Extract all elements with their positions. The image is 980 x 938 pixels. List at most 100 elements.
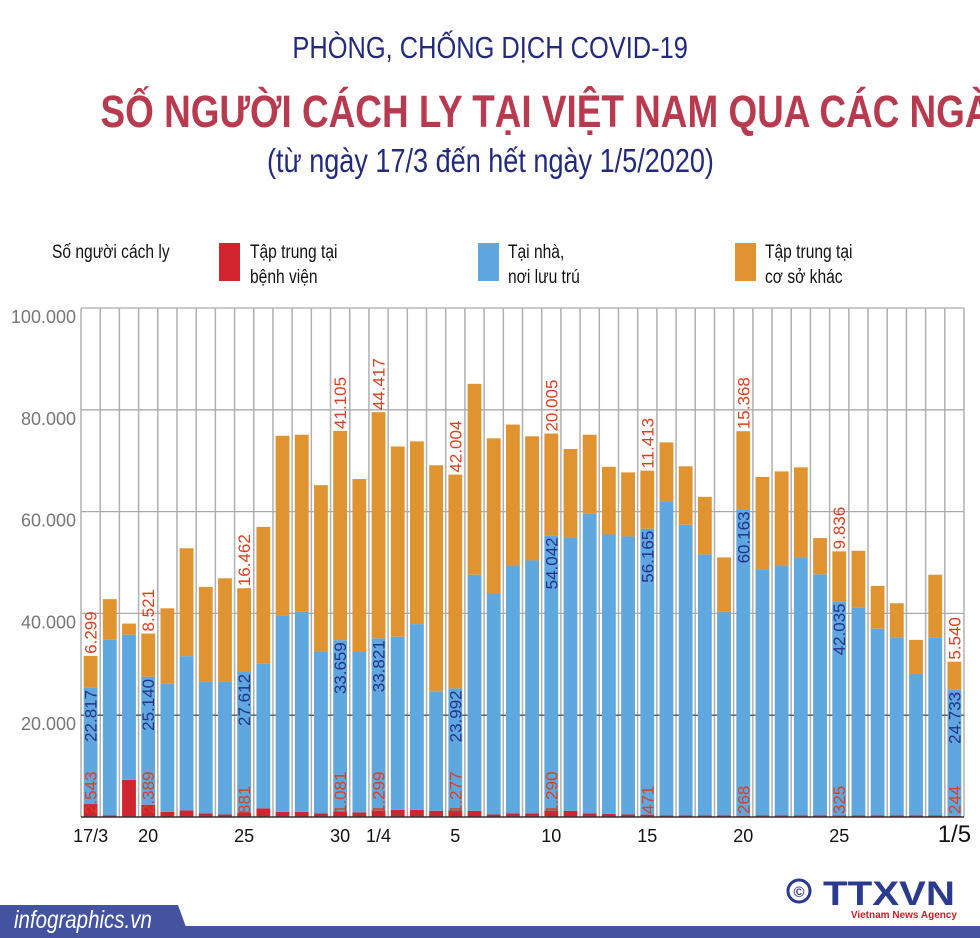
bar-other-segment <box>198 586 213 682</box>
chart-title: SỐ NGƯỜI CÁCH LY TẠI VIỆT NAM QUA CÁC NG… <box>0 86 980 138</box>
bar-home-segment <box>582 513 597 814</box>
legend-swatch-hospital <box>219 243 240 281</box>
bar-other-segment <box>947 661 962 690</box>
bar-hospital-segment <box>909 815 923 817</box>
chart-title-text: SỐ NGƯỜI CÁCH LY TẠI VIỆT NAM QUA CÁC NG… <box>100 86 980 137</box>
bar-home-segment <box>563 537 578 811</box>
bar-home-segment <box>333 640 348 812</box>
bar-other-segment <box>83 655 98 688</box>
bar-other-segment <box>736 431 751 510</box>
bar-hospital-segment <box>774 815 789 817</box>
x-tick-label: 10 <box>541 826 561 846</box>
bar-home-segment <box>448 688 463 811</box>
bar-other-segment <box>601 466 616 535</box>
bar-other-segment <box>851 550 866 608</box>
bar-hospital-segment <box>755 815 770 817</box>
bar-hospital-segment <box>141 804 156 817</box>
bar-hospital-segment <box>333 811 348 817</box>
bar-home-segment <box>102 639 117 816</box>
data-label-hospital: 268 <box>734 786 753 814</box>
x-tick-label: 5 <box>450 826 460 846</box>
bar-other-segment <box>352 479 367 652</box>
bar-home-segment <box>525 560 540 814</box>
bar-home-segment <box>352 651 367 813</box>
x-tick-label: 1/5 <box>938 821 971 848</box>
bar-home-segment <box>467 574 482 811</box>
bar-home-segment <box>83 687 98 805</box>
bar-other-segment <box>237 588 252 672</box>
bar-home-segment <box>813 574 827 816</box>
x-tick-label: 17/3 <box>73 826 108 846</box>
bar-home-segment <box>544 535 559 811</box>
legend-heading-text: Số người cách ly <box>52 242 170 263</box>
bar-hospital-segment <box>621 814 635 817</box>
x-tick-label: 15 <box>637 826 657 846</box>
data-label-home: 33.821 <box>370 640 389 692</box>
bar-hospital-segment <box>448 810 463 817</box>
legend-label: cơ sở khác <box>765 267 843 288</box>
bar-other-segment <box>774 471 789 566</box>
bar-other-segment <box>563 448 578 538</box>
legend-label: Tại nhà, <box>508 242 565 263</box>
bar-hospital-segment <box>179 810 194 817</box>
data-label-home: 54.042 <box>542 537 561 589</box>
bar-other-segment <box>294 434 309 612</box>
bar-hospital-segment <box>218 814 232 817</box>
bar-home-segment <box>122 634 136 780</box>
data-label-other: 5.540 <box>945 617 964 660</box>
bar-other-segment <box>659 442 674 502</box>
bar-home-segment <box>486 593 501 815</box>
legend-swatch-home <box>478 243 499 281</box>
bar-home-segment <box>947 689 962 816</box>
bar-home-segment <box>793 557 808 816</box>
bar-other-segment <box>525 436 540 561</box>
bar-home-segment <box>198 681 213 814</box>
bar-other-segment <box>621 472 635 537</box>
data-label-home: 42.035 <box>830 603 849 655</box>
bar-other-segment <box>448 474 463 689</box>
data-label-home: 25.140 <box>139 679 158 731</box>
data-label-other: 42.004 <box>446 421 465 473</box>
bar-other-segment <box>314 485 328 652</box>
bar-other-segment <box>909 639 923 674</box>
logo-subtext: Vietnam News Agency <box>851 910 958 921</box>
bar-hospital-segment <box>813 815 827 817</box>
bar-hospital-segment <box>410 809 424 817</box>
bar-hospital-segment <box>601 813 616 817</box>
site-name-text[interactable]: infographics.vn <box>14 906 152 934</box>
bar-hospital-segment <box>256 808 271 817</box>
bar-home-segment <box>621 536 635 815</box>
bar-home-segment <box>429 691 444 811</box>
bar-other-segment <box>755 476 770 570</box>
bar-other-segment <box>410 441 424 625</box>
data-label-home: 23.992 <box>446 690 465 742</box>
legend-item-home: Tại nhà, nơi lưu trú <box>508 240 596 290</box>
bar-home-segment <box>218 681 232 815</box>
bar-other-segment <box>102 599 117 640</box>
bar-other-segment <box>678 466 693 525</box>
bar-hospital-segment <box>371 810 386 817</box>
data-label-other: 6.299 <box>82 611 101 654</box>
bar-home-segment <box>736 509 751 816</box>
data-label-other: 11.413 <box>638 418 657 469</box>
data-label-hospital: 471 <box>638 786 657 814</box>
bar-other-segment <box>832 551 847 602</box>
legend-item-hospital: Tập trung tại bệnh viện <box>250 240 357 290</box>
site-name[interactable]: infographics.vn <box>14 905 182 935</box>
data-label-hospital: 1.290 <box>542 771 561 814</box>
data-label-other: 20.005 <box>542 380 561 432</box>
bar-hospital-segment <box>659 815 674 817</box>
bar-hospital-segment <box>640 814 655 817</box>
x-tick-label: 20 <box>733 826 753 846</box>
bar-hospital-segment <box>928 815 943 817</box>
bar-hospital-segment <box>870 815 885 817</box>
bar-home-segment <box>410 624 424 810</box>
bar-home-segment <box>505 565 520 814</box>
bar-home-segment <box>179 656 194 811</box>
bar-other-segment <box>793 467 808 558</box>
data-label-hospital: 2.389 <box>139 771 158 814</box>
data-label-other: 8.521 <box>139 589 158 632</box>
chart-subtitle-text: (từ ngày 17/3 đến hết ngày 1/5/2020) <box>266 142 714 179</box>
bar-other-segment <box>505 424 520 566</box>
bar-other-segment <box>160 608 175 684</box>
